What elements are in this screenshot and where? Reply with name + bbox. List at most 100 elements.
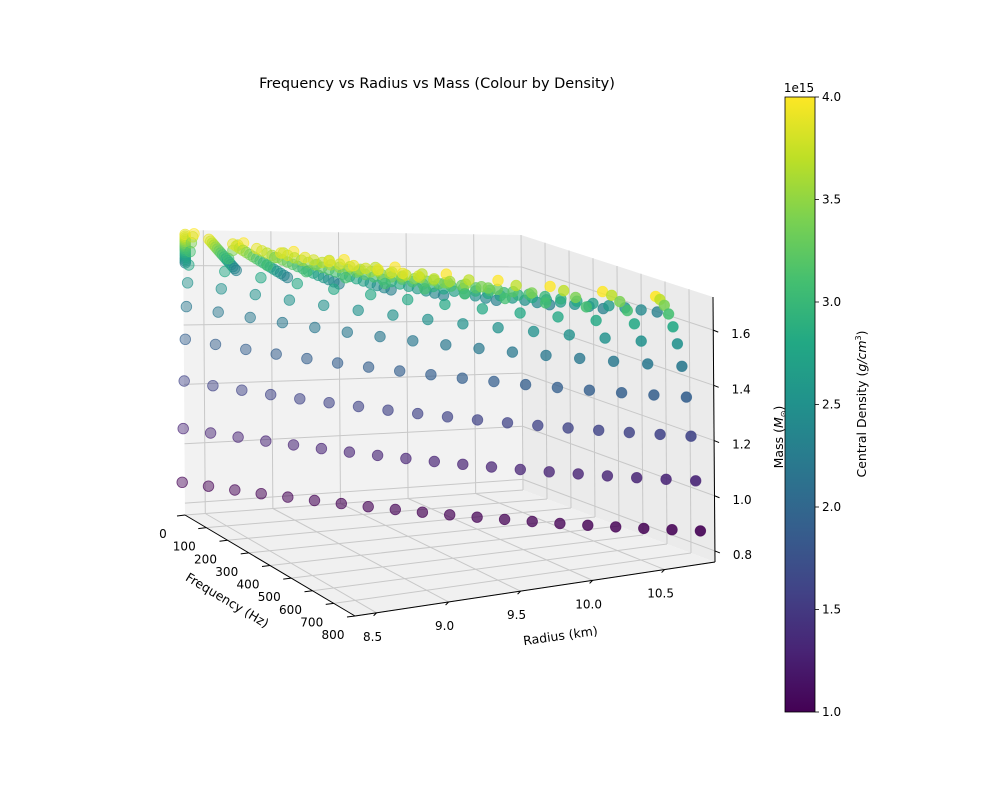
scatter-point [331,357,344,369]
scatter-point [527,325,540,338]
colorbar-tick-label: 4.0 [822,90,841,104]
scatter-point [240,343,252,356]
colorbar-gradient [784,96,816,713]
grid-line [520,234,524,491]
scatter-point [374,330,386,343]
scatter-point [662,308,675,320]
y-tick-label: 500 [258,590,281,604]
scatter-point [610,521,622,533]
scatter-point [605,289,618,302]
scatter-point [412,407,424,420]
scatter-point [471,414,484,426]
scatter-point [178,375,190,387]
scatter-point [362,501,374,513]
scatter-point [428,455,441,468]
scatter-point [333,258,346,270]
scatter-point [425,369,437,381]
scatter-point [328,283,340,295]
scatter-point [694,525,707,537]
chart-title: Frequency vs Radius vs Mass (Colour by D… [259,76,615,92]
scatter-point [514,307,526,319]
scatter-point [202,480,215,492]
y-tick [346,615,356,618]
scatter-point [300,266,313,278]
z-tick-label: 1.6 [731,327,750,341]
scatter-point [428,273,440,285]
scatter-point [607,355,620,368]
scatter-point [638,522,650,535]
z-tick [713,384,719,388]
grid-line [291,534,644,579]
scatter-point [179,333,192,346]
scatter-point [660,473,672,486]
scatter-point [456,372,469,384]
scatter-point [572,468,584,480]
scatter-point [582,519,594,532]
grid-line [522,478,716,552]
scatter-point [444,509,456,521]
scatter-point [386,266,398,279]
scatter-point [544,280,556,293]
scatter-point [552,311,564,323]
x-tick [589,580,593,584]
scatter-point [485,461,498,473]
scatter-point [209,338,222,351]
scatter-point [439,298,451,311]
scatter-point [265,388,277,401]
scatter-point [176,476,188,489]
scatter-point [642,358,654,370]
axis-ticks: 8.5 9.0 9.5 10.0 10.5 0 1002003004005006007008… [159,327,752,644]
axes-3d: 8.5 9.0 9.5 10.0 10.5 0 1002003004005006007008… [159,228,788,648]
grid-line [269,525,620,566]
scatter-point [379,277,391,290]
scatter-point [506,346,519,358]
scatter-point [365,288,377,301]
grid-line [522,425,715,497]
y-tick [176,514,186,517]
scatter-point [188,228,200,240]
scatter-point [590,314,602,327]
scatter-point [488,375,500,388]
scatter-point [371,449,384,462]
scatter-point [204,427,217,439]
scatter-point [318,299,330,312]
scatter-point [583,384,596,396]
scatter-point [569,291,582,304]
scatter-point [184,245,196,258]
x-tick-label: 10.0 [575,597,602,611]
scatter-point [492,322,504,334]
scatter-point [603,300,615,312]
scatter-point [476,303,489,315]
x-tick [517,590,521,595]
scatter-point [473,342,485,355]
scatter-point [207,380,219,392]
y-tick [198,527,207,530]
scatter-point [667,321,679,333]
z-axis-label: Mass (M⊙) [771,406,788,469]
y-tick-label: 0 [159,527,167,541]
colorbar-tick-label: 2.5 [822,398,841,412]
scatter-point [407,335,419,347]
svg-text:Central Density (g/cm3): Central Density (g/cm3) [854,330,869,477]
scatter-point [389,503,402,516]
scatter-point [387,309,399,321]
scatter-point [498,513,511,526]
scatter-point [499,292,511,305]
scatter-point [244,311,256,324]
grid-line [202,230,206,514]
scatter-point [551,381,564,394]
scatter-point [255,272,267,284]
z-tick [713,329,719,333]
y-tick [261,565,271,567]
scatter-point [255,488,267,500]
scatter-point [440,339,452,351]
y-tick-label: 200 [194,552,217,566]
scatter-point [181,277,194,289]
grid-line [184,478,523,504]
scatter-point [654,428,666,441]
scatter-point [457,318,469,330]
scatter-point [412,270,425,282]
grid-line [664,281,668,545]
grid-line [333,552,692,604]
z-tick [714,550,721,554]
